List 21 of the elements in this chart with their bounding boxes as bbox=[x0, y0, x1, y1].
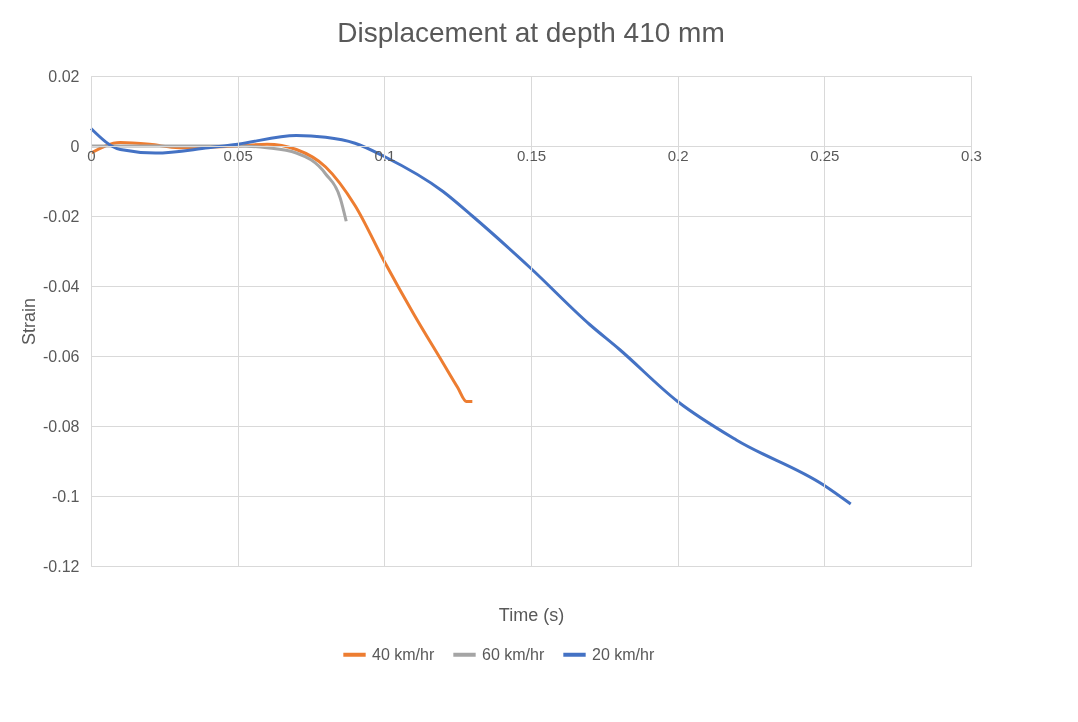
legend-label: 40 km/hr bbox=[372, 645, 435, 663]
x-tick-label: 0.3 bbox=[961, 146, 982, 164]
y-tick-label: 0.02 bbox=[48, 67, 80, 85]
x-tick-label: 0.05 bbox=[223, 146, 253, 164]
chart-title: Displacement at depth 410 mm bbox=[337, 17, 725, 48]
y-tick-label: -0.08 bbox=[43, 417, 80, 435]
x-tick-label: 0.25 bbox=[810, 146, 840, 164]
y-tick-label: -0.02 bbox=[43, 207, 80, 225]
x-axis-title: Time (s) bbox=[498, 604, 565, 625]
x-tick-label: 0.15 bbox=[516, 146, 547, 164]
y-tick-label: -0.12 bbox=[43, 557, 80, 575]
x-tick-label: 0.2 bbox=[667, 146, 689, 164]
legend-label: 60 km/hr bbox=[482, 645, 545, 663]
y-tick-label: -0.1 bbox=[51, 487, 80, 505]
y-axis-title: Strain bbox=[19, 297, 40, 346]
x-tick-label: 0 bbox=[87, 146, 96, 164]
line-series bbox=[89, 127, 853, 506]
y-tick-label: -0.04 bbox=[43, 277, 80, 295]
line-series bbox=[89, 144, 348, 223]
legend-label: 20 km/hr bbox=[592, 645, 655, 663]
y-tick-label: -0.06 bbox=[43, 347, 80, 365]
